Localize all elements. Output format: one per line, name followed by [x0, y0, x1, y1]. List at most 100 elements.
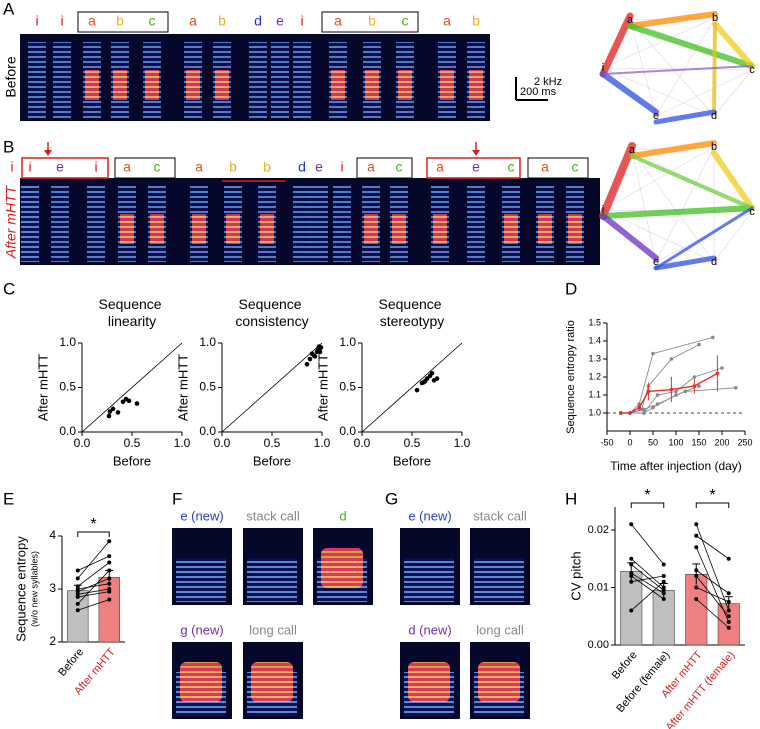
network-web: [631, 149, 715, 263]
spectrogram-energy: [365, 70, 379, 100]
y-tick-label: 1.0: [339, 335, 356, 349]
y-axis-label: After mHTT: [175, 354, 190, 421]
series-point: [674, 393, 678, 397]
x-tick-label: 1.0: [454, 436, 471, 450]
syllable-label: a: [189, 13, 197, 29]
series-point: [669, 387, 674, 392]
x-tick-label: 0.5: [404, 436, 421, 450]
motif-box: [527, 157, 589, 179]
syllable-label: c: [396, 159, 403, 175]
network-web: [602, 146, 715, 211]
spectrogram-energy: [260, 214, 274, 244]
network-edge: [602, 65, 753, 75]
paired-line: [77, 555, 110, 571]
x-tick-label: 0: [627, 437, 632, 447]
x-axis-label: Before: [253, 453, 291, 468]
paired-line: [695, 598, 730, 629]
individual-point: [629, 574, 634, 578]
y-axis-note: (w/o new syllables): [29, 551, 39, 627]
individual-point: [694, 597, 699, 601]
thumbnail-label: long call: [476, 622, 524, 637]
spectrogram-energy: [215, 70, 229, 100]
spectrogram-syllable: [293, 186, 311, 262]
significance-label: *: [644, 487, 650, 504]
point: [110, 406, 116, 412]
spectrogram-energy: [440, 70, 454, 100]
thumbnail-energy: [180, 662, 222, 702]
series-point: [637, 405, 641, 410]
network-node-label: b: [712, 12, 718, 24]
significance-label: *: [90, 516, 96, 533]
point: [134, 401, 140, 406]
syllable-label: i: [35, 13, 38, 29]
thumbnail-label: d (new): [408, 622, 451, 637]
individual-point: [107, 576, 112, 581]
paired-line: [77, 562, 110, 587]
paired-line: [77, 570, 110, 605]
thumbnail-label: e (new): [408, 508, 451, 523]
syllable-label: d: [254, 13, 262, 29]
syllable-label: i: [300, 13, 303, 29]
network-node-label: b: [711, 141, 717, 153]
network-node-label: e: [653, 110, 659, 122]
syllable-label: e: [276, 13, 284, 29]
series-point: [655, 393, 660, 397]
spectrogram-energy: [145, 70, 159, 100]
spectrogram-energy: [392, 214, 406, 244]
y-tick-label: 2: [49, 634, 56, 648]
individual-point: [726, 620, 731, 624]
individual-point: [629, 608, 634, 613]
significance-bracket: [695, 502, 730, 508]
panel-label: A: [3, 0, 15, 18]
spectrogram-energy: [433, 214, 447, 244]
individual-point: [661, 579, 666, 584]
y-tick-label: 1.5: [588, 317, 601, 327]
series-point: [711, 335, 715, 340]
x-tick-label: 0.5: [264, 436, 281, 450]
network-node-label: i: [602, 62, 604, 74]
spectrogram-energy: [398, 70, 412, 100]
syllable-label: e: [56, 159, 64, 175]
individual-point: [726, 625, 731, 630]
category-label: Before: [56, 646, 86, 679]
x-tick-label: 50: [648, 437, 658, 447]
series-point: [642, 411, 646, 415]
network-node-label: i: [602, 204, 604, 216]
y-axis-label: Sequence entropy: [13, 536, 28, 642]
point: [106, 413, 112, 419]
individual-point: [661, 588, 666, 593]
x-axis-label: Before: [113, 453, 151, 468]
panel-label: G: [385, 489, 398, 508]
thumbnail-label: long call: [249, 622, 297, 637]
individual-point: [629, 571, 634, 576]
condition-label: After mHTT: [3, 184, 19, 259]
syllable-label: c: [508, 159, 515, 175]
spectrogram-energy: [226, 214, 240, 244]
point: [312, 354, 318, 359]
series-point: [734, 386, 738, 390]
y-tick-label: 0.0: [199, 424, 216, 438]
individual-point: [75, 576, 80, 581]
syllable-label: c: [402, 13, 409, 29]
y-tick-label: 0.0: [59, 424, 76, 438]
thumbnail-harmonics: [474, 558, 524, 602]
point: [318, 345, 324, 350]
spectrogram-syllable: [28, 42, 46, 118]
spectrogram-energy: [568, 214, 582, 244]
y-tick-label: 0.00: [588, 639, 609, 651]
syllable-label: i: [94, 159, 97, 175]
x-tick-label: 0.0: [354, 436, 371, 450]
identity-line: [361, 342, 463, 433]
network-web: [631, 149, 657, 263]
motif-box: [321, 11, 419, 33]
y-tick-label: 0.5: [339, 380, 356, 394]
syllable-label: e: [315, 159, 323, 175]
individual-point: [694, 533, 699, 538]
y-tick-label: 1.0: [588, 407, 601, 417]
network-web: [629, 19, 657, 117]
individual-point: [661, 591, 666, 596]
paired-line: [696, 587, 729, 603]
paired-line: [696, 535, 729, 560]
point: [414, 387, 420, 393]
y-tick-label: 0.0: [339, 424, 356, 438]
